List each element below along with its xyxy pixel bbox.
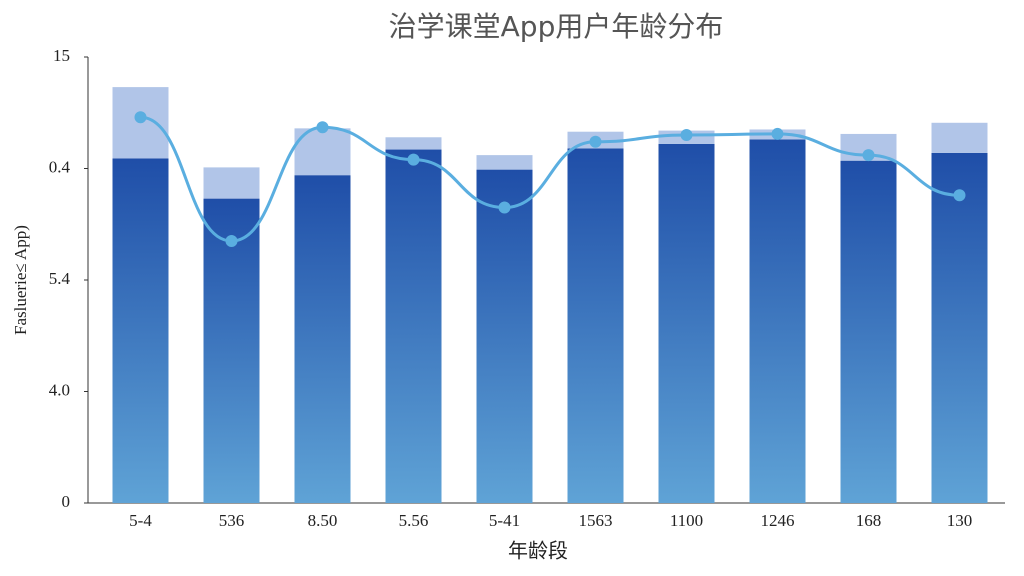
line: [140, 115, 960, 243]
line-point: [862, 149, 875, 162]
x-tick-label: 1100: [670, 511, 703, 530]
bar-segment: [476, 169, 533, 504]
x-tick-label: 168: [856, 511, 882, 530]
y-tick-label: 0.4: [49, 157, 71, 176]
y-tick-label: 4.0: [49, 380, 70, 399]
bar-segment: [567, 148, 624, 503]
x-tick-label: 5-41: [489, 511, 520, 530]
y-tick-label: 5.4: [49, 269, 71, 288]
bar-segment: [294, 175, 351, 503]
x-tick-label: 1246: [761, 511, 795, 530]
y-tick-label: 0: [62, 492, 71, 511]
x-tick-label: 1563: [579, 511, 613, 530]
line-point: [589, 135, 602, 148]
line-point: [771, 127, 784, 140]
line-point: [225, 234, 238, 247]
bar-segment: [931, 152, 988, 503]
bar-segment: [658, 143, 715, 503]
bar-segment: [203, 167, 260, 199]
bar-segment: [385, 149, 442, 504]
bar-segment: [931, 122, 988, 153]
bar-segment: [385, 137, 442, 150]
y-axis-title: Fasluerie≤ App): [11, 225, 30, 335]
chart-title: 治学课堂App用户年龄分布: [389, 10, 724, 43]
line-point: [407, 153, 420, 166]
x-tick-label: 5.56: [399, 511, 429, 530]
x-tick-label: 5-4: [129, 511, 152, 530]
y-tick-label: 15: [53, 46, 70, 65]
bar-segment: [203, 198, 260, 504]
line-point: [134, 111, 147, 124]
x-axis-title: 年龄段: [508, 539, 568, 563]
bar-segment: [476, 155, 533, 170]
bar-segment: [840, 160, 897, 503]
bar-segment: [749, 139, 806, 503]
x-tick-label: 130: [947, 511, 973, 530]
line-point: [953, 189, 966, 202]
bar-segment: [112, 158, 169, 503]
line-point: [498, 201, 511, 214]
line-point: [316, 121, 329, 134]
x-tick-label: 536: [219, 511, 245, 530]
x-tick-label: 8.50: [308, 511, 338, 530]
line-point: [680, 129, 693, 142]
